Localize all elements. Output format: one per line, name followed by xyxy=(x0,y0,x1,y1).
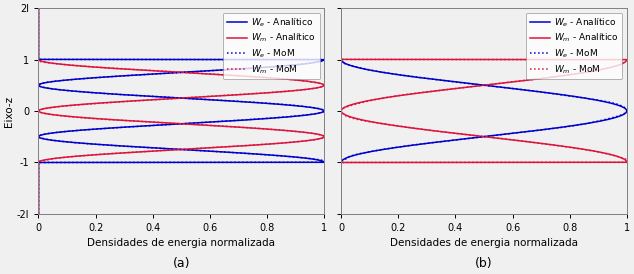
Line: $W_e$ - Analítico: $W_e$ - Analítico xyxy=(39,8,324,214)
$W_m$ - Analítico xyxy=(167,122,174,125)
$W_m$ - Analítico xyxy=(337,52,345,55)
$W_m$ - Analítico xyxy=(580,71,588,74)
$W_e$ - Analítico xyxy=(585,122,592,125)
$W_e$ - MoM xyxy=(337,212,345,215)
$W_e$ - Analítico xyxy=(35,7,42,10)
$W_e$ - Analítico xyxy=(337,48,345,51)
Line: $W_m$ - Analítico: $W_m$ - Analítico xyxy=(341,8,627,214)
$W_e$ - MoM xyxy=(35,48,42,51)
$W_m$ - MoM xyxy=(35,191,42,194)
$W_e$ - Analítico xyxy=(337,7,345,10)
$W_e$ - MoM xyxy=(337,191,345,194)
$W_m$ - MoM xyxy=(283,129,290,132)
$W_e$ - MoM xyxy=(337,7,345,10)
X-axis label: Densidades de energia normalizada: Densidades de energia normalizada xyxy=(87,238,275,248)
$W_m$ - MoM xyxy=(337,212,345,215)
$W_m$ - MoM xyxy=(429,129,436,132)
$W_m$ - MoM xyxy=(337,52,345,55)
$W_e$ - Analítico xyxy=(380,71,388,74)
$W_e$ - Analítico xyxy=(337,191,345,194)
Line: $W_m$ - MoM: $W_m$ - MoM xyxy=(341,8,627,214)
$W_e$ - Analítico xyxy=(35,212,42,215)
$W_m$ - MoM xyxy=(337,191,345,194)
$W_m$ - Analítico xyxy=(35,191,42,194)
$W_m$ - Analítico xyxy=(375,122,383,125)
$W_e$ - MoM xyxy=(381,71,389,74)
$W_m$ - MoM xyxy=(375,122,383,125)
$W_m$ - MoM xyxy=(181,71,188,74)
$W_m$ - Analítico xyxy=(35,48,42,51)
$W_m$ - Analítico xyxy=(429,129,436,132)
$W_e$ - MoM xyxy=(175,71,183,74)
$W_m$ - MoM xyxy=(167,122,174,125)
$W_e$ - MoM xyxy=(337,48,345,51)
$W_m$ - Analítico xyxy=(35,7,42,10)
$W_m$ - MoM xyxy=(35,48,42,51)
$W_m$ - Analítico xyxy=(283,129,290,132)
$W_e$ - Analítico xyxy=(35,191,42,194)
$W_m$ - Analítico xyxy=(35,212,42,215)
Line: $W_m$ - Analítico: $W_m$ - Analítico xyxy=(39,8,324,214)
$W_e$ - MoM xyxy=(35,7,42,10)
$W_m$ - MoM xyxy=(337,48,345,51)
Legend: $W_e$ - Analítico, $W_m$ - Analítico, $W_e$ - MoM, $W_m$ - MoM: $W_e$ - Analítico, $W_m$ - Analítico, $W… xyxy=(526,13,622,79)
Y-axis label: Eixo-z: Eixo-z xyxy=(4,95,14,127)
$W_e$ - MoM xyxy=(337,52,345,55)
X-axis label: Densidades de energia normalizada: Densidades de energia normalizada xyxy=(390,238,578,248)
$W_e$ - Analítico xyxy=(35,52,42,55)
$W_m$ - Analítico xyxy=(181,71,188,74)
$W_e$ - Analítico xyxy=(35,48,42,51)
$W_m$ - MoM xyxy=(35,7,42,10)
Line: $W_e$ - Analítico: $W_e$ - Analítico xyxy=(341,8,627,214)
$W_e$ - Analítico xyxy=(174,71,182,74)
$W_e$ - Analítico xyxy=(337,212,345,215)
Legend: $W_e$ - Analítico, $W_m$ - Analítico, $W_e$ - MoM, $W_m$ - MoM: $W_e$ - Analítico, $W_m$ - Analítico, $W… xyxy=(223,13,320,79)
$W_m$ - Analítico xyxy=(337,48,345,51)
$W_m$ - Analítico xyxy=(337,212,345,215)
$W_m$ - Analítico xyxy=(337,7,345,10)
Title: (b): (b) xyxy=(475,257,493,270)
$W_e$ - Analítico xyxy=(337,52,345,55)
$W_e$ - Analítico xyxy=(72,129,79,132)
Title: (a): (a) xyxy=(172,257,190,270)
$W_e$ - MoM xyxy=(72,129,79,132)
$W_e$ - Analítico xyxy=(532,129,540,132)
$W_m$ - MoM xyxy=(35,52,42,55)
Line: $W_e$ - MoM: $W_e$ - MoM xyxy=(39,8,324,214)
$W_e$ - MoM xyxy=(35,52,42,55)
$W_m$ - Analítico xyxy=(337,191,345,194)
$W_e$ - MoM xyxy=(585,122,592,125)
$W_m$ - MoM xyxy=(35,212,42,215)
Line: $W_m$ - MoM: $W_m$ - MoM xyxy=(39,8,324,214)
$W_e$ - MoM xyxy=(35,212,42,215)
$W_m$ - MoM xyxy=(337,7,345,10)
$W_e$ - MoM xyxy=(188,122,195,125)
$W_e$ - MoM xyxy=(35,191,42,194)
Line: $W_e$ - MoM: $W_e$ - MoM xyxy=(341,8,627,214)
$W_m$ - MoM xyxy=(581,71,588,74)
$W_e$ - MoM xyxy=(531,129,539,132)
$W_e$ - Analítico xyxy=(188,122,196,125)
$W_m$ - Analítico xyxy=(35,52,42,55)
